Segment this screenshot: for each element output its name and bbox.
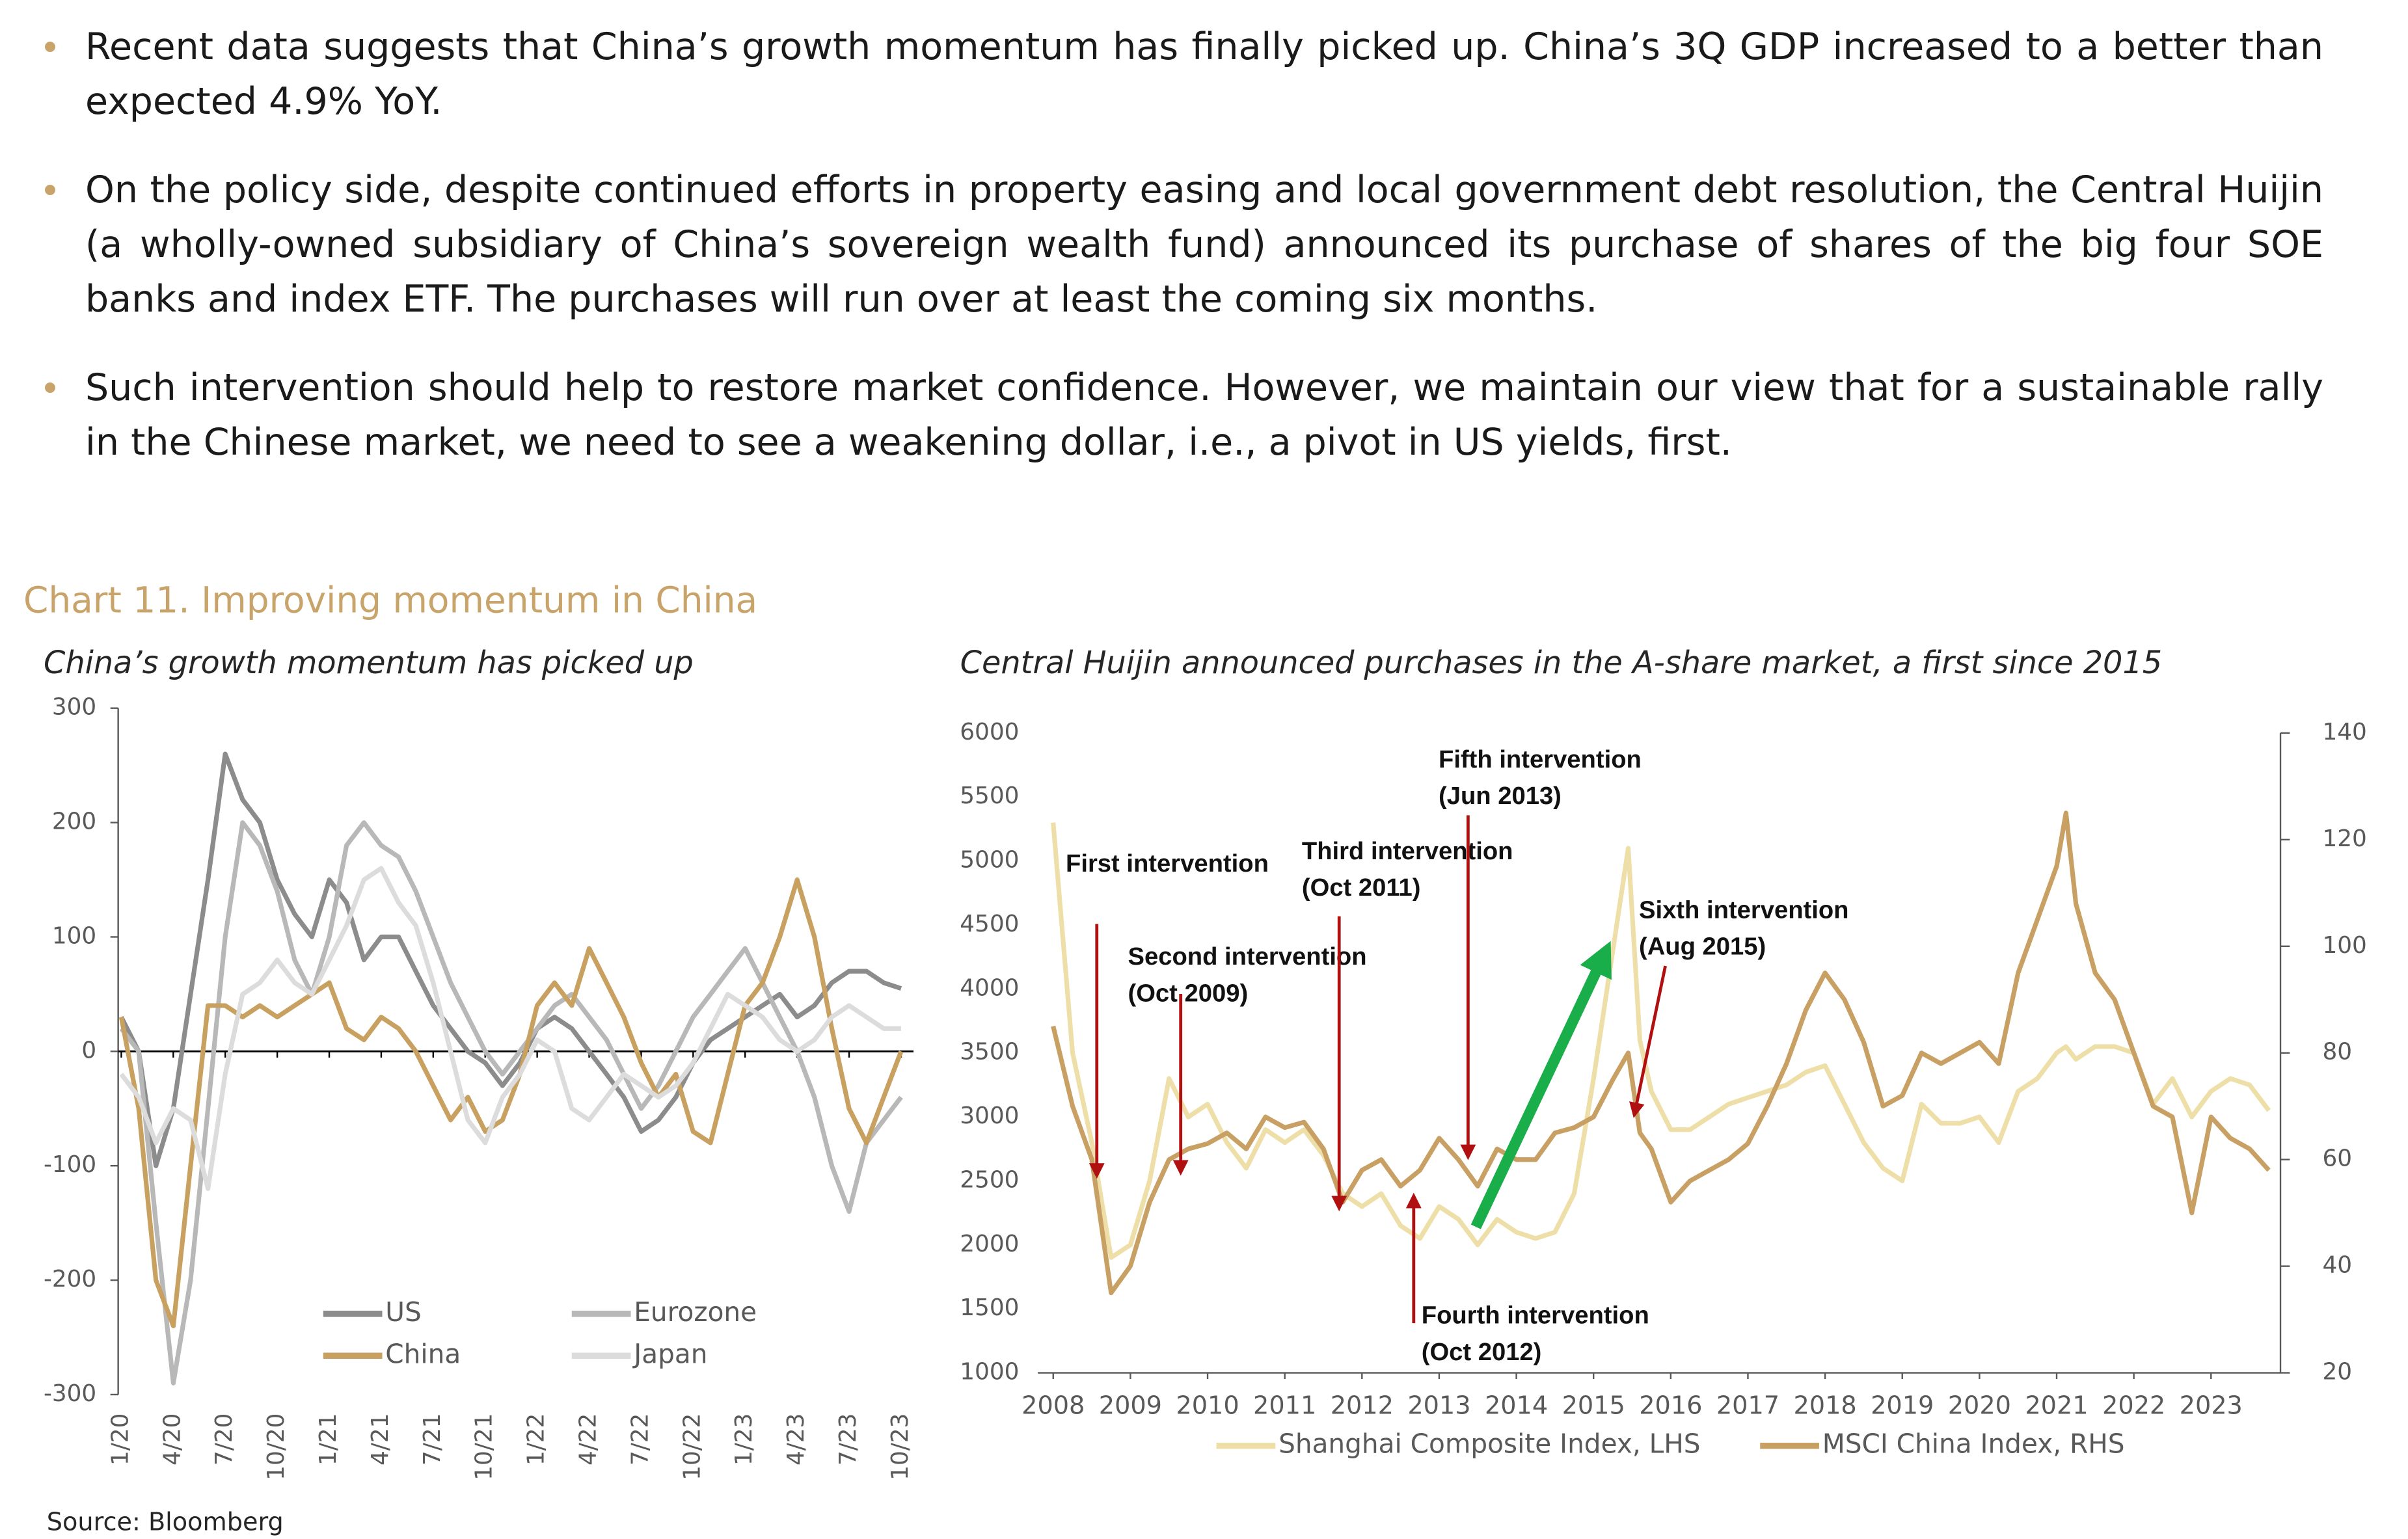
annotation-text: Fifth intervention xyxy=(1439,745,1642,773)
x-tick-label: 2016 xyxy=(1639,1392,1702,1421)
chart-subtitle: China’s growth momentum has picked up xyxy=(44,645,694,681)
annotation-text: (Oct 2009) xyxy=(1128,979,1249,1007)
annotation-text: (Oct 2011) xyxy=(1302,874,1421,902)
bullet: On the policy side, despite continued ef… xyxy=(45,163,2323,327)
bullet-dot xyxy=(45,185,55,195)
bullet-dot xyxy=(45,382,55,393)
x-tick-label: 2013 xyxy=(1407,1392,1470,1421)
legend-label: Japan xyxy=(632,1338,707,1369)
bullet-text: Recent data suggests that China’s growth… xyxy=(85,25,2323,123)
x-tick-label: 2011 xyxy=(1253,1392,1316,1421)
x-tick-label: 2019 xyxy=(1871,1392,1934,1421)
annotation-text: (Jun 2013) xyxy=(1439,782,1562,810)
x-tick-label: 1/21 xyxy=(315,1413,342,1465)
y-tick-label: 2000 xyxy=(960,1231,1019,1257)
x-tick-label: 2009 xyxy=(1099,1392,1162,1421)
annotation-text: Sixth intervention xyxy=(1639,896,1849,924)
x-tick-label: 2018 xyxy=(1794,1392,1857,1421)
x-tick-label: 1/23 xyxy=(731,1413,757,1465)
legend-label: US xyxy=(385,1296,421,1328)
annotation-text: Second intervention xyxy=(1128,943,1367,970)
series-line xyxy=(1051,822,2271,1260)
x-tick-label: 10/22 xyxy=(679,1413,705,1480)
x-tick-label: 2022 xyxy=(2102,1392,2165,1421)
bullet-dot xyxy=(45,42,55,52)
y-tick-label: 0 xyxy=(81,1037,96,1064)
x-tick-label: 7/23 xyxy=(835,1413,861,1465)
bullet-text: On the policy side, despite continued ef… xyxy=(85,168,2323,321)
x-tick-label: 4/21 xyxy=(367,1413,394,1465)
x-tick-label: 2017 xyxy=(1716,1392,1779,1421)
bullet-list: Recent data suggests that China’s growth… xyxy=(45,20,2323,503)
y-tick-label: 200 xyxy=(52,809,96,835)
x-tick-label: 2020 xyxy=(1948,1392,2011,1421)
x-tick-label: 7/20 xyxy=(211,1413,237,1465)
x-tick-label: 2008 xyxy=(1021,1392,1085,1421)
x-tick-label: 7/22 xyxy=(627,1413,653,1465)
trend-arrow xyxy=(1470,941,1612,1229)
x-tick-label: 1/20 xyxy=(107,1413,133,1465)
y-tick-label: 3500 xyxy=(960,1039,1019,1065)
x-tick-label: 1/22 xyxy=(523,1413,550,1465)
annotation-text: (Aug 2015) xyxy=(1639,933,1766,961)
series-line xyxy=(119,866,901,1191)
annotation-text: Fourth intervention xyxy=(1422,1302,1649,1330)
series-line xyxy=(118,877,904,1329)
x-tick-label: 4/22 xyxy=(575,1413,602,1465)
y2-tick-label: 100 xyxy=(2322,932,2366,959)
y-tick-label: 4000 xyxy=(960,974,1019,1001)
x-tick-label: 10/21 xyxy=(471,1413,498,1480)
x-tick-label: 2015 xyxy=(1562,1392,1625,1421)
y-tick-label: -300 xyxy=(44,1380,96,1407)
x-tick-label: 2012 xyxy=(1331,1392,1394,1421)
y-tick-label: 4500 xyxy=(960,911,1019,937)
x-tick-label: 4/23 xyxy=(783,1413,809,1465)
y-tick-label: 5500 xyxy=(960,783,1019,809)
annotation-arrow xyxy=(1629,965,1667,1118)
legend-label: Shanghai Composite Index, LHS xyxy=(1278,1428,1700,1460)
legend-label: Eurozone xyxy=(634,1296,757,1328)
y-tick-label: 100 xyxy=(52,922,96,949)
annotation-text: (Oct 2012) xyxy=(1422,1338,1542,1366)
y2-tick-label: 120 xyxy=(2322,825,2366,852)
annotation-text: First intervention xyxy=(1066,850,1269,877)
x-tick-label: 10/20 xyxy=(263,1413,290,1480)
y2-tick-label: 40 xyxy=(2322,1252,2352,1279)
y2-tick-label: 60 xyxy=(2322,1145,2352,1172)
x-tick-label: 2021 xyxy=(2025,1392,2088,1421)
y-tick-label: 3000 xyxy=(960,1103,1019,1129)
source-note: Source: Bloomberg xyxy=(47,1508,284,1537)
y-tick-label: -100 xyxy=(44,1151,96,1178)
chart-title: Chart 11. Improving momentum in China xyxy=(23,579,757,621)
x-tick-label: 2010 xyxy=(1176,1392,1239,1421)
y-tick-label: -200 xyxy=(44,1266,96,1292)
y-tick-label: 6000 xyxy=(960,719,1019,745)
y2-tick-label: 140 xyxy=(2322,719,2366,745)
legend-label: China xyxy=(385,1338,461,1369)
chart-subtitle: Central Huijin announced purchases in th… xyxy=(960,645,2162,681)
x-tick-label: 4/20 xyxy=(159,1413,185,1465)
y2-tick-label: 80 xyxy=(2322,1039,2352,1065)
y-tick-label: 2500 xyxy=(960,1166,1019,1193)
x-tick-label: 10/23 xyxy=(887,1413,913,1480)
y-tick-label: 300 xyxy=(52,694,96,721)
bullet: Recent data suggests that China’s growth… xyxy=(45,20,2323,129)
bullet-text: Such intervention should help to restore… xyxy=(85,366,2323,464)
series-line xyxy=(1051,810,2271,1296)
x-tick-label: 2014 xyxy=(1485,1392,1548,1421)
annotation-text: Third intervention xyxy=(1302,837,1513,865)
legend-label: MSCI China Index, RHS xyxy=(1822,1428,2125,1460)
y-tick-label: 1000 xyxy=(960,1359,1019,1385)
x-tick-label: 2023 xyxy=(2180,1392,2243,1421)
y-tick-label: 1500 xyxy=(960,1294,1019,1321)
y-tick-label: 5000 xyxy=(960,847,1019,874)
y2-tick-label: 20 xyxy=(2322,1359,2352,1385)
x-tick-label: 7/21 xyxy=(419,1413,446,1465)
series-line xyxy=(119,820,903,1385)
bullet: Such intervention should help to restore… xyxy=(45,360,2323,470)
series-line xyxy=(119,751,902,1168)
